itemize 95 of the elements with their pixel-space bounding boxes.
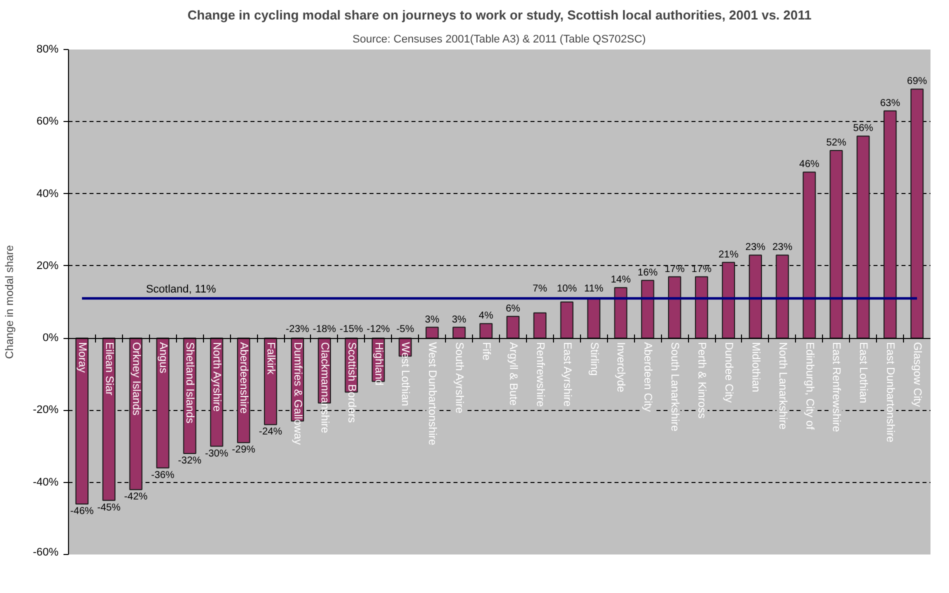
- x-tick-label: East Ayrshire: [560, 342, 573, 407]
- data-label: -12%: [366, 324, 390, 336]
- y-tick-label: 80%: [36, 44, 59, 56]
- x-tick-label: Orkney Islands: [130, 342, 142, 416]
- data-label: 52%: [826, 138, 846, 148]
- bar: [748, 254, 762, 339]
- data-label: -24%: [258, 426, 282, 438]
- x-tick-label: Highland: [372, 342, 384, 386]
- y-tick-label: 40%: [36, 188, 59, 200]
- y-tick-label: -20%: [32, 404, 59, 416]
- data-label: -30%: [204, 448, 228, 460]
- x-tick-label: West Lothian: [399, 342, 412, 406]
- data-label: 3%: [424, 314, 440, 326]
- x-tick-label: Argyll & Bute: [506, 342, 519, 406]
- data-label: -46%: [70, 506, 94, 517]
- bar: [884, 110, 897, 339]
- bar: [506, 316, 520, 339]
- x-tick-label: East Lothian: [857, 342, 870, 404]
- x-tick-label: Stirling: [588, 342, 600, 376]
- x-tick-label: Eilean Siar: [102, 342, 115, 396]
- y-tick-label: 0%: [42, 332, 59, 344]
- x-tick-label: West Dunbartonshire: [426, 342, 438, 446]
- x-tick-label: North Ayrshire: [210, 342, 223, 412]
- x-tick-label: Shetland Islands: [184, 342, 196, 424]
- bar: [587, 298, 600, 339]
- bar: [668, 276, 682, 339]
- bar: [156, 338, 170, 468]
- bar: [776, 254, 789, 339]
- data-label: 3%: [452, 314, 466, 326]
- data-label: -45%: [97, 502, 121, 514]
- x-tick-label: Aberdeen City: [642, 342, 654, 412]
- x-tick-label: South Ayrshire: [453, 342, 466, 414]
- data-label: 6%: [506, 303, 520, 314]
- bar: [479, 323, 493, 339]
- bar: [452, 326, 466, 339]
- data-label: -18%: [312, 324, 336, 336]
- y-tick-label: -60%: [32, 546, 59, 558]
- data-label: 23%: [745, 242, 766, 254]
- bar: [722, 262, 736, 339]
- bar: [533, 312, 546, 339]
- x-tick-label: Clackmannanshire: [318, 342, 330, 434]
- x-tick-label: Moray: [76, 342, 88, 374]
- source-note: Source: Censuses 2001(Table A3) & 2011 (Table QS702SC): [352, 34, 646, 46]
- x-tick-label: Perth & Kinross: [696, 342, 708, 419]
- x-tick-label: Aberdeenshire: [238, 342, 250, 414]
- x-tick-label: Renfrewshire: [534, 342, 546, 407]
- data-label: 23%: [772, 242, 792, 254]
- x-tick-label: North Lanarkshire: [776, 342, 788, 430]
- ref-line-label: Scotland, 11%: [146, 283, 216, 296]
- x-tick-label: Fife: [480, 342, 492, 360]
- x-tick-label: Angus: [156, 342, 169, 374]
- chart-title: Change in cycling modal share on journeys to work or study, Scottish local authorities, 2001 vs. 2011: [188, 8, 812, 22]
- bar: [560, 302, 574, 339]
- data-label: -23%: [286, 324, 310, 336]
- x-tick-label: Midlothian: [749, 342, 762, 392]
- x-tick-label: South Lanarkshire: [668, 342, 681, 432]
- bar: [694, 276, 708, 339]
- data-label: 7%: [532, 283, 548, 294]
- bar: [856, 136, 870, 339]
- x-tick-label: East Renfrewshire: [830, 342, 842, 432]
- data-label: 63%: [880, 98, 900, 109]
- bar: [614, 287, 628, 339]
- data-label: 56%: [853, 123, 874, 134]
- x-tick-label: Dumfries & Galloway: [291, 342, 304, 446]
- bar: [75, 338, 89, 504]
- x-tick-label: Dundee City: [722, 342, 734, 404]
- data-label: -42%: [124, 492, 148, 503]
- x-tick-label: Scottish Borders: [345, 342, 358, 424]
- x-tick-label: Edinburgh, City of: [803, 342, 816, 430]
- x-tick-label: East Dunbartonshire: [884, 342, 896, 442]
- data-label: -29%: [232, 444, 256, 456]
- data-label: 11%: [584, 283, 604, 294]
- data-label: -32%: [178, 456, 202, 466]
- data-label: -15%: [340, 324, 364, 336]
- bar: [802, 172, 816, 339]
- data-label: 21%: [718, 249, 739, 260]
- bar: [910, 88, 924, 339]
- data-label: -5%: [396, 324, 414, 336]
- x-tick-label: Inverclyde: [614, 342, 627, 392]
- data-label: -36%: [151, 470, 175, 481]
- data-label: 69%: [907, 76, 928, 88]
- x-tick-label: Falkirk: [264, 342, 277, 375]
- data-label: 4%: [478, 310, 494, 322]
- data-label: 10%: [556, 283, 577, 294]
- data-label: 46%: [799, 159, 820, 170]
- data-label: 16%: [638, 267, 658, 278]
- y-tick-label: 60%: [36, 116, 59, 128]
- y-tick-label: -40%: [32, 476, 59, 488]
- bar: [830, 150, 843, 339]
- data-label: 14%: [610, 274, 631, 286]
- x-tick-label: Glasgow City: [911, 342, 924, 408]
- bar: [426, 326, 439, 339]
- bar: [641, 280, 654, 339]
- y-tick-label: 20%: [36, 260, 59, 272]
- y-axis-title: Change in modal share: [4, 245, 16, 359]
